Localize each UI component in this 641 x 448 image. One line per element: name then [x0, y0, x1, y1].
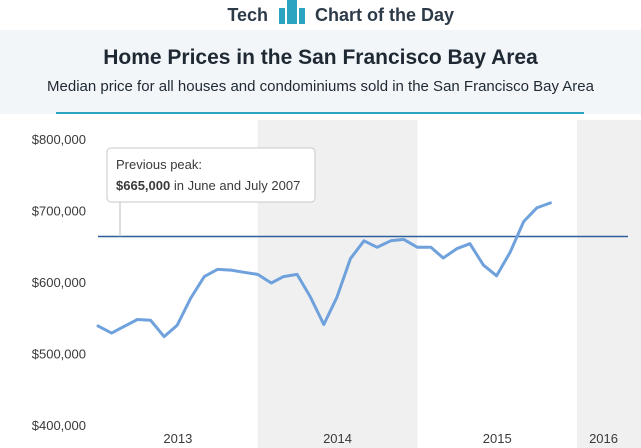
y-tick-label: $500,000 [32, 347, 86, 362]
y-tick-label: $600,000 [32, 275, 86, 290]
x-tick-label: 2015 [483, 431, 512, 446]
header-divider [56, 112, 584, 114]
y-tick-label: $700,000 [32, 204, 86, 219]
annotation-title: Previous peak: [116, 157, 202, 172]
y-axis: $400,000 $500,000 $600,000 $700,000 $800,000 [32, 132, 86, 433]
x-tick-label: 2014 [323, 431, 352, 446]
annotation-rest: in June and July 2007 [170, 178, 300, 193]
previous-peak-annotation: Previous peak: $665,000 in June and July… [106, 147, 316, 203]
x-tick-label: 2016 [589, 431, 618, 446]
brand-chart-of-the-day-label: Chart of the Day [315, 5, 455, 25]
shade-2016 [577, 120, 641, 448]
year-shading [257, 120, 641, 448]
chart-logo-icon [279, 0, 305, 24]
chart-subtitle: Median price for all houses and condomin… [47, 78, 594, 95]
annotation-value: $665,000 [116, 178, 170, 193]
y-tick-label: $400,000 [32, 418, 86, 433]
brand-bar: Tech Chart of the Day [0, 0, 641, 30]
chart-title: Home Prices in the San Francisco Bay Are… [103, 46, 538, 69]
annotation-detail: $665,000 in June and July 2007 [116, 178, 300, 193]
x-axis: 2013 2014 2015 2016 [163, 431, 618, 446]
line-chart: $400,000 $500,000 $600,000 $700,000 $800,000… [32, 120, 641, 448]
chart-header: Home Prices in the San Francisco Bay Are… [0, 30, 641, 114]
series-line-median-price [96, 201, 552, 339]
x-tick-label: 2013 [163, 431, 192, 446]
y-tick-label: $800,000 [32, 132, 86, 147]
brand-tech-label: Tech [227, 5, 268, 25]
